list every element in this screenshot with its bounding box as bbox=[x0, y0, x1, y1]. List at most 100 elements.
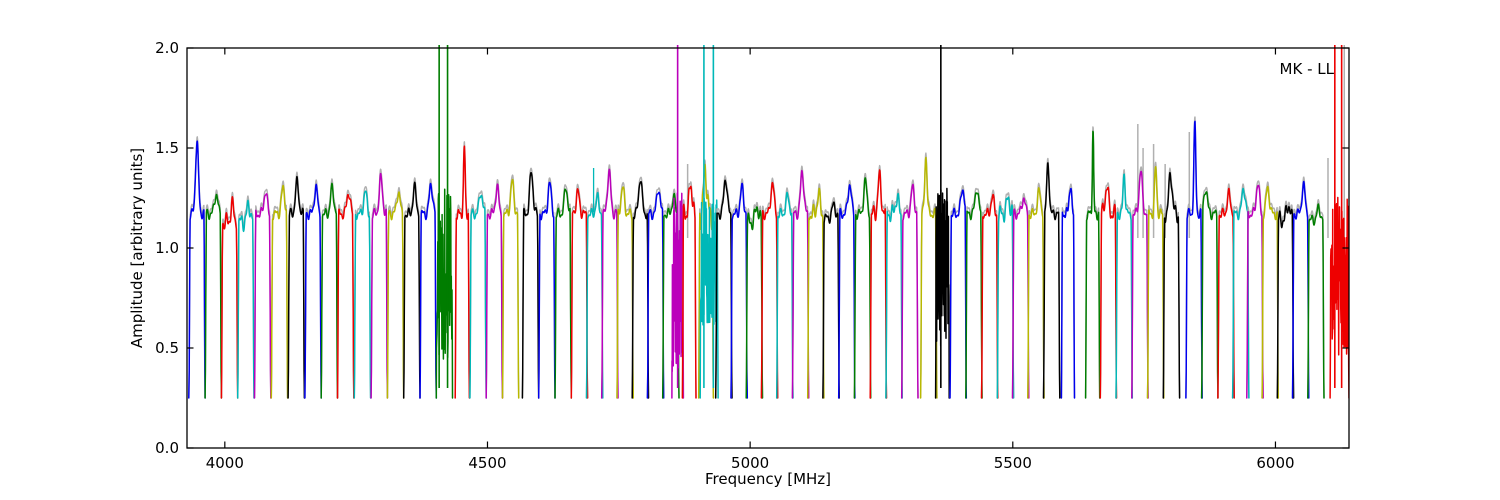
gray-trace bbox=[1276, 200, 1295, 399]
subband-curve bbox=[631, 180, 650, 399]
subband-curve bbox=[1042, 162, 1061, 399]
subband-curve bbox=[236, 199, 255, 399]
subband-curve bbox=[454, 145, 471, 399]
subband-curve bbox=[537, 181, 556, 399]
subband-curve bbox=[730, 182, 749, 399]
subband-curve bbox=[585, 191, 604, 399]
subband-curve bbox=[775, 191, 794, 399]
y-tick-label: 0.0 bbox=[155, 439, 179, 457]
subband-curve bbox=[822, 201, 840, 399]
subband-curve bbox=[1307, 203, 1325, 399]
subband-curve bbox=[204, 193, 223, 399]
subband-curve bbox=[253, 193, 272, 399]
subband-curve bbox=[1329, 196, 1349, 399]
gray-trace bbox=[1200, 186, 1219, 399]
station-label: MK - LL bbox=[1280, 60, 1335, 78]
subband-curve bbox=[1231, 187, 1250, 399]
subband-curve bbox=[1131, 170, 1149, 399]
gray-trace bbox=[237, 195, 255, 399]
x-tick-label: 6000 bbox=[1256, 454, 1294, 472]
subband-curve bbox=[806, 187, 825, 399]
subband-curve bbox=[501, 178, 520, 399]
subband-curve bbox=[714, 179, 733, 399]
subband-curve bbox=[336, 193, 355, 399]
gray-trace bbox=[204, 189, 223, 399]
subband-curve bbox=[745, 206, 764, 399]
subband-curve bbox=[419, 182, 438, 399]
subband-curve bbox=[949, 189, 968, 399]
subband-curve bbox=[600, 168, 619, 399]
subband-curve bbox=[320, 182, 339, 399]
subband-curve bbox=[521, 171, 540, 399]
subband-curve bbox=[965, 192, 983, 399]
subband-curve bbox=[469, 194, 487, 399]
subband-curve bbox=[616, 186, 635, 399]
x-tick-label: 4000 bbox=[206, 454, 244, 472]
subband-curve bbox=[661, 192, 680, 399]
subband-curve bbox=[1060, 187, 1076, 399]
gray-trace bbox=[1146, 161, 1165, 399]
subband-curve bbox=[402, 181, 421, 399]
subband-curve bbox=[885, 192, 903, 399]
x-tick-label: 5500 bbox=[994, 454, 1032, 472]
subband-curve bbox=[1276, 204, 1295, 399]
subband-curve bbox=[1146, 166, 1165, 399]
y-tick-label: 2.0 bbox=[155, 39, 179, 57]
subband-curve bbox=[287, 175, 306, 399]
subband-curve bbox=[554, 188, 573, 399]
gray-trace bbox=[585, 187, 604, 399]
x-tick-label: 5000 bbox=[731, 454, 769, 472]
gray-trace bbox=[745, 201, 764, 399]
y-tick-label: 1.5 bbox=[155, 139, 179, 157]
subband-curve bbox=[1084, 130, 1101, 399]
gray-trace bbox=[1011, 192, 1030, 399]
plot-data-area bbox=[188, 45, 1349, 399]
x-tick-label: 4500 bbox=[468, 454, 506, 472]
gray-trace bbox=[386, 186, 405, 399]
gray-trace bbox=[1307, 198, 1325, 399]
x-axis-title: Frequency [MHz] bbox=[705, 470, 831, 488]
gray-trace bbox=[220, 191, 239, 399]
subband-curve bbox=[1261, 185, 1280, 399]
subband-curve bbox=[681, 185, 697, 399]
subband-curve bbox=[188, 140, 206, 399]
gray-trace bbox=[601, 164, 619, 399]
y-axis-title: Amplitude [arbitrary units] bbox=[128, 148, 146, 348]
subband-curve bbox=[980, 193, 999, 399]
subband-curve bbox=[837, 184, 856, 399]
subband-curve bbox=[646, 191, 665, 399]
y-tick-label: 0.5 bbox=[155, 339, 179, 357]
subband-curve bbox=[570, 188, 589, 399]
y-tick-label: 1.0 bbox=[155, 239, 179, 257]
subband-curve bbox=[485, 183, 504, 399]
gray-trace bbox=[1217, 183, 1235, 399]
subband-curve bbox=[1185, 120, 1203, 399]
subband-curve bbox=[370, 172, 389, 399]
gray-trace bbox=[822, 196, 840, 399]
subband-curve bbox=[270, 184, 289, 399]
subband-curve bbox=[934, 187, 950, 399]
subband-curve bbox=[353, 190, 372, 399]
subband-curve bbox=[1027, 187, 1045, 399]
subband-curve bbox=[919, 156, 938, 399]
subband-curve bbox=[853, 177, 872, 399]
subband-curve bbox=[791, 169, 810, 399]
gray-trace bbox=[336, 189, 355, 399]
subband-curve bbox=[1162, 171, 1181, 399]
subband-curve bbox=[1200, 191, 1219, 399]
subband-curve bbox=[869, 169, 888, 399]
subband-curve bbox=[1291, 180, 1310, 399]
subband-curve bbox=[900, 183, 919, 399]
subband-curve bbox=[1246, 184, 1264, 399]
gray-trace bbox=[949, 184, 967, 399]
subband-curve bbox=[220, 196, 239, 399]
subband-curve bbox=[1011, 197, 1030, 399]
subband-curve bbox=[304, 183, 322, 399]
subband-curve bbox=[996, 196, 1015, 399]
subband-curve bbox=[1115, 173, 1134, 399]
subband-curve bbox=[760, 181, 779, 399]
subband-curve bbox=[386, 191, 405, 399]
